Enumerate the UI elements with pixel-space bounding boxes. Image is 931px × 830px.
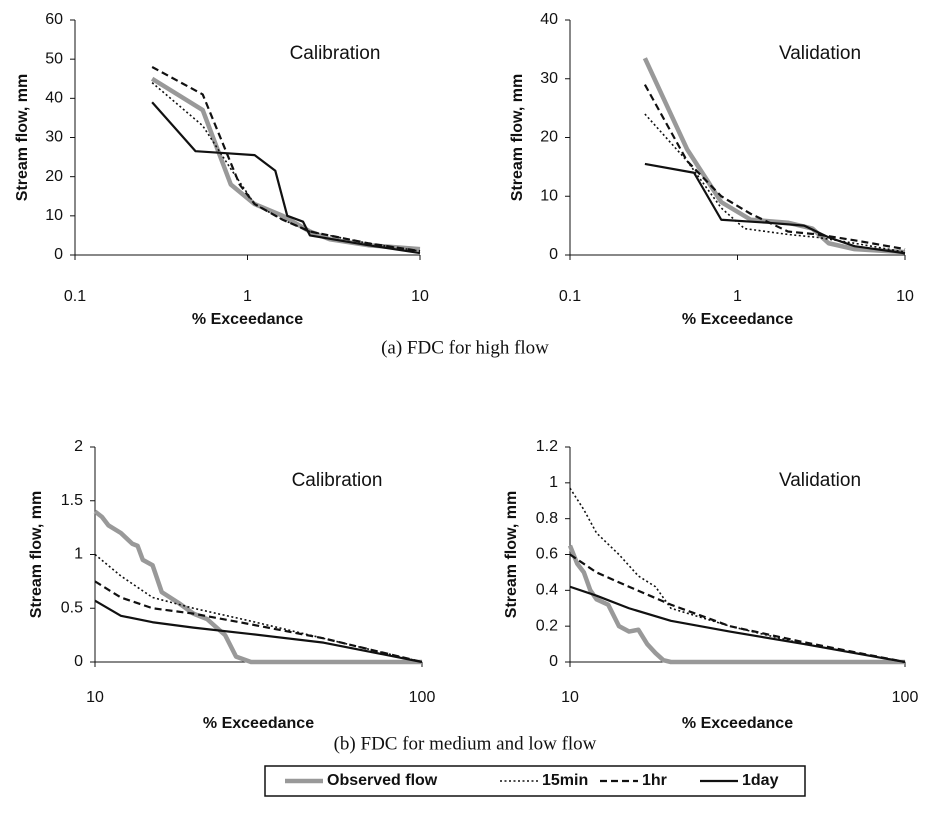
y-tick-label: 0.6 <box>536 546 558 563</box>
y-tick-label: 0 <box>74 653 83 670</box>
y-tick-label: 40 <box>540 11 558 28</box>
series-line <box>644 162 906 255</box>
x-tick-label: 10 <box>896 288 914 305</box>
y-tick-label: 0 <box>549 246 558 263</box>
series-line <box>569 553 906 664</box>
y-tick-label: 0 <box>54 246 63 263</box>
y-tick-label: 0.8 <box>536 510 558 527</box>
y-tick-label: 60 <box>45 11 63 28</box>
series-line <box>643 84 906 251</box>
y-tick-label: 2 <box>74 438 83 455</box>
y-axis-label: Stream flow, mm <box>509 74 526 201</box>
y-tick-label: 50 <box>45 50 63 67</box>
x-tick-label: 10 <box>561 689 579 706</box>
legend-label: 1hr <box>642 772 667 789</box>
x-tick-label: 0.1 <box>64 288 86 305</box>
y-tick-label: 10 <box>540 187 558 204</box>
x-axis-label: % Exceedance <box>682 311 793 328</box>
series-line <box>94 599 423 664</box>
x-tick-label: 100 <box>892 689 919 706</box>
series-line <box>642 57 906 255</box>
caption: (b) FDC for medium and low flow <box>334 733 597 754</box>
y-tick-label: 0.5 <box>61 599 83 616</box>
x-tick-label: 10 <box>86 689 104 706</box>
series-line <box>151 66 421 253</box>
legend-label: 1day <box>742 772 779 789</box>
x-tick-label: 100 <box>409 689 436 706</box>
series-line <box>151 82 421 252</box>
legend-label: Observed flow <box>327 772 438 789</box>
x-axis-label: % Exceedance <box>192 311 303 328</box>
x-axis-label: % Exceedance <box>682 715 793 732</box>
annotation: Calibration <box>290 43 381 64</box>
y-axis-label: Stream flow, mm <box>28 491 45 618</box>
series-line <box>567 544 905 665</box>
series-line <box>569 585 906 664</box>
series-line <box>644 113 906 253</box>
legend-label: 15min <box>542 772 588 789</box>
y-tick-label: 20 <box>45 168 63 185</box>
y-tick-label: 0 <box>549 653 558 670</box>
x-tick-label: 1 <box>733 288 742 305</box>
series-line <box>94 580 423 664</box>
y-tick-label: 0.4 <box>536 582 558 599</box>
x-tick-label: 0.1 <box>559 288 581 305</box>
series-line <box>150 76 421 252</box>
y-tick-label: 20 <box>540 129 558 146</box>
y-tick-label: 1.5 <box>61 492 83 509</box>
y-tick-label: 30 <box>540 70 558 87</box>
y-tick-label: 40 <box>45 90 63 107</box>
y-tick-label: 0.2 <box>536 617 558 634</box>
y-tick-label: 10 <box>45 207 63 224</box>
x-tick-label: 1 <box>243 288 252 305</box>
y-tick-label: 30 <box>45 129 63 146</box>
legend-box <box>264 765 806 797</box>
series-line <box>569 487 906 663</box>
x-axis-label: % Exceedance <box>203 715 314 732</box>
series-line <box>151 101 421 255</box>
caption: (a) FDC for high flow <box>381 337 549 358</box>
y-tick-label: 1 <box>74 546 83 563</box>
series-line <box>93 509 422 665</box>
y-tick-label: 1 <box>549 474 558 491</box>
y-axis-label: Stream flow, mm <box>503 491 520 618</box>
annotation: Validation <box>779 43 861 64</box>
x-tick-label: 10 <box>411 288 429 305</box>
y-axis-label: Stream flow, mm <box>14 74 31 201</box>
y-tick-label: 1.2 <box>536 438 558 455</box>
series-line <box>94 553 423 663</box>
annotation: Validation <box>779 470 861 491</box>
annotation: Calibration <box>292 470 383 491</box>
